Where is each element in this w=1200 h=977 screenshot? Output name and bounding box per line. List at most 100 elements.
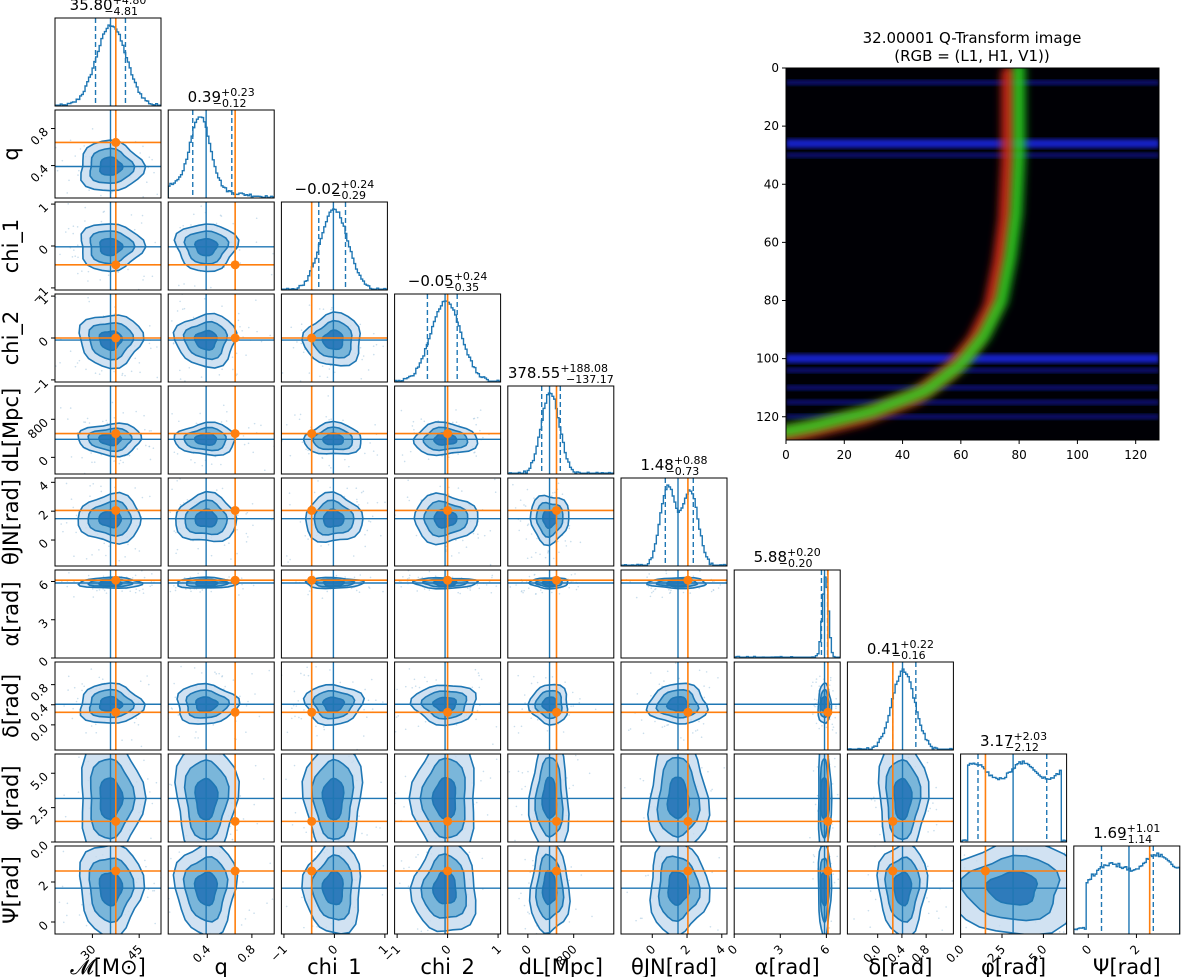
sample-point [70,407,72,409]
sample-point [84,735,86,737]
sample-point [256,823,258,825]
sample-point [635,920,637,922]
sample-point [384,788,386,790]
sample-point [382,345,384,347]
sample-point [94,461,96,463]
sample-point [297,700,299,702]
sample-point [492,743,494,745]
sample-point [551,592,553,594]
sample-point [87,280,89,282]
sample-point [718,587,720,589]
sample-point [299,419,301,421]
sample-point [244,444,246,446]
sample-point [643,817,645,819]
sample-point [300,673,302,675]
x-axis-label-9: Ψ[rad] [1093,955,1161,977]
contour-panel-6-1 [133,569,286,658]
sample-point [152,276,154,278]
sample-point [414,678,416,680]
sample-point [509,771,511,773]
sample-point [150,838,152,840]
sample-point [639,778,641,780]
sample-point [356,590,358,592]
sample-point [85,368,87,370]
sample-point [403,868,405,870]
sample-point [646,576,648,578]
sample-point [499,702,501,704]
sample-point [156,782,158,784]
sample-point [549,843,551,845]
sample-point [576,589,578,591]
true-value-marker [443,708,452,717]
sample-point [171,413,173,415]
sample-point [830,679,832,681]
y-tick-label: 0.4 [28,701,51,724]
y-tick-label: 0.0 [28,721,51,744]
sample-point [835,732,837,734]
sample-point [647,865,649,867]
sample-point [115,659,117,661]
sample-point [287,561,289,563]
sample-point [247,536,249,538]
sample-point [650,596,652,598]
sample-point [643,780,645,782]
sample-point [1071,934,1073,936]
sample-point [304,535,306,537]
sample-point [150,430,152,432]
sample-point [417,854,419,856]
sample-point [38,193,40,195]
sample-point [336,575,338,577]
sample-point [366,834,368,836]
sample-point [554,730,556,732]
sample-point [401,956,403,958]
sample-point [246,705,248,707]
sample-point [832,690,834,692]
sample-point [875,807,877,809]
sample-point [675,653,677,655]
sample-point [147,804,149,806]
sample-point [683,592,685,594]
sample-point [170,591,172,593]
sample-point [961,765,963,767]
sample-point [929,850,931,852]
sample-point [77,362,79,364]
sample-point [814,706,816,708]
sample-point [88,391,90,393]
sample-point [521,788,523,790]
sample-point [153,786,155,788]
sample-point [858,762,860,764]
sample-point [216,223,218,225]
sample-point [426,681,428,683]
sample-point [150,833,152,835]
sample-point [558,482,560,484]
sample-point [293,705,295,707]
sample-point [195,731,197,733]
sample-point [1050,832,1052,834]
sample-point [40,440,42,442]
qt-x-tick-label: 100 [1066,448,1089,462]
true-value-marker [111,334,120,343]
sample-point [667,671,669,673]
sample-point [531,472,533,474]
sample-point [200,634,202,636]
sample-point [117,674,119,676]
y-tick-label: 3 [36,616,51,631]
sample-point [957,863,959,865]
sample-point [648,573,650,575]
sample-point [191,729,193,731]
y-tick-label: 0 [36,918,51,933]
sample-point [731,795,733,797]
sample-point [318,849,320,851]
sample-point [179,370,181,372]
sample-point [524,694,526,696]
sample-point [135,548,137,550]
sample-point [524,859,526,861]
contour-panel-5-4 [488,468,614,577]
sample-point [964,854,966,856]
panel-frame [55,18,161,106]
sample-point [375,699,377,701]
sample-point [527,911,529,913]
sample-point [648,586,650,588]
sample-point [364,689,366,691]
sample-point [92,596,94,598]
